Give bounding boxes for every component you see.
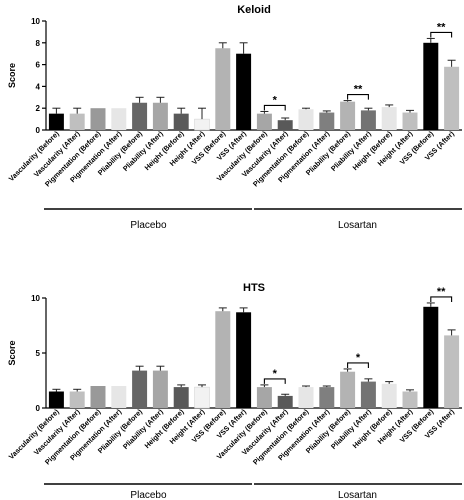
- bar: [69, 113, 85, 130]
- significance-label: *: [356, 352, 361, 364]
- bar: [152, 370, 168, 408]
- bar: [381, 383, 397, 408]
- significance-bracket: [263, 104, 286, 111]
- bar: [90, 108, 106, 130]
- bar: [402, 391, 418, 408]
- bar: [173, 387, 189, 408]
- y-axis-label: Score: [7, 63, 17, 88]
- group-label-losartan: Losartan: [338, 490, 377, 500]
- bar: [111, 108, 127, 130]
- y-tick-label: 5: [36, 349, 41, 358]
- bar: [298, 387, 314, 408]
- bar: [340, 101, 356, 130]
- bar: [256, 387, 272, 408]
- significance-label: **: [437, 286, 446, 298]
- bar: [215, 311, 231, 408]
- bar: [381, 107, 397, 130]
- group-label-losartan: Losartan: [338, 220, 377, 231]
- y-tick-label: 10: [31, 294, 40, 303]
- bar: [340, 371, 356, 408]
- y-tick-label: 10: [31, 17, 40, 26]
- bar: [48, 391, 64, 408]
- chart-title: Keloid: [237, 4, 271, 16]
- bar: [360, 110, 376, 130]
- significance-label: **: [437, 21, 446, 33]
- bar: [444, 335, 460, 408]
- y-tick-label: 8: [36, 39, 41, 48]
- bar: [194, 386, 210, 409]
- bar: [152, 102, 168, 130]
- bar: [90, 386, 106, 408]
- y-tick-label: 0: [36, 126, 41, 135]
- bar: [277, 395, 293, 408]
- bar: [173, 113, 189, 130]
- significance-bracket: [347, 362, 369, 368]
- significance-bracket: [263, 378, 286, 384]
- bar: [111, 386, 127, 408]
- bar: [256, 113, 272, 130]
- bar: [132, 370, 148, 408]
- bar: [215, 48, 231, 130]
- bar: [277, 120, 293, 130]
- bar: [194, 118, 210, 131]
- bar: [236, 312, 252, 408]
- bar: [360, 381, 376, 408]
- bar: [423, 42, 439, 130]
- significance-label: *: [273, 94, 278, 106]
- significance-label: *: [273, 368, 278, 380]
- y-tick-label: 4: [36, 82, 41, 91]
- bar: [402, 112, 418, 130]
- group-label-placebo: Placebo: [130, 490, 167, 500]
- bar: [319, 112, 335, 130]
- bar: [298, 109, 314, 130]
- bar: [444, 66, 460, 130]
- y-tick-label: 0: [36, 404, 41, 413]
- bar: [132, 102, 148, 130]
- bar: [48, 113, 64, 130]
- significance-bracket: [347, 94, 369, 100]
- bar: [69, 391, 85, 408]
- bar: [236, 53, 252, 131]
- significance-bracket: [430, 296, 453, 302]
- bar: [319, 387, 335, 408]
- chart-title: HTS: [243, 282, 265, 294]
- significance-label: **: [354, 84, 363, 96]
- group-label-placebo: Placebo: [130, 220, 167, 231]
- y-tick-label: 2: [36, 104, 41, 113]
- bar: [423, 306, 439, 408]
- y-axis-label: Score: [7, 340, 17, 365]
- y-tick-label: 6: [36, 61, 41, 70]
- significance-bracket: [430, 31, 453, 38]
